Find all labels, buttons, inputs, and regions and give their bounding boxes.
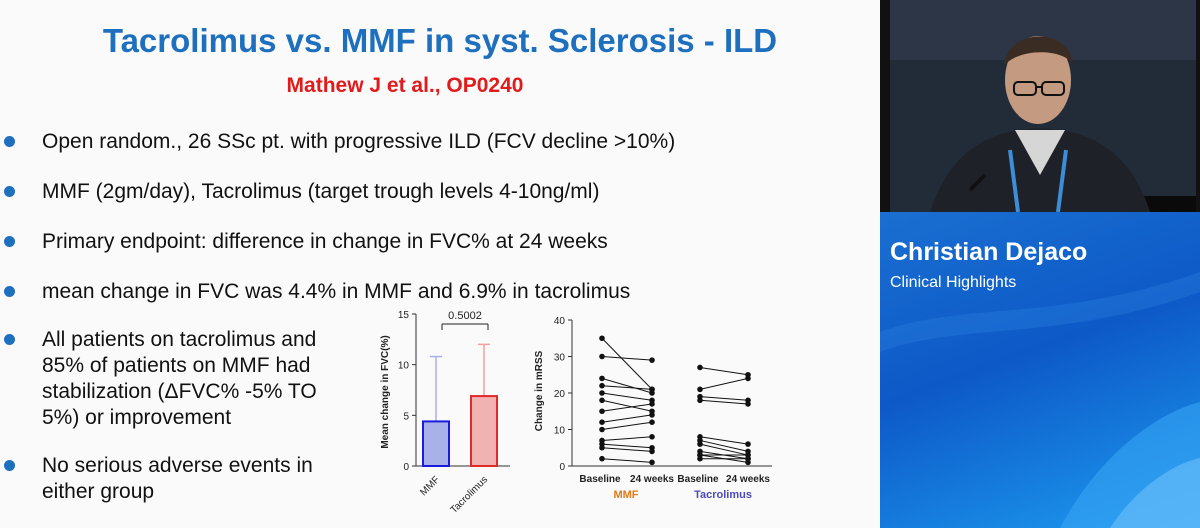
mmf-baseline-point [599,382,605,389]
tac-pair-line [699,443,749,456]
bullet-dot-icon [4,286,15,297]
mmf-pair-line [601,337,653,390]
speaker-role: Clinical Highlights [890,274,1017,291]
slide-subtitle: Mathew J et al., OP0240 [286,74,524,97]
bar-tacrolimus [470,395,498,467]
bar-y-tick-label: 0 [403,462,409,473]
mmf-baseline-point [599,353,605,360]
speaker-panel: Christian Dejaco Clinical Highlights [880,0,1200,528]
bullet-6-line-1: No serious adverse events in [42,454,313,477]
mmf-24w-point [649,434,655,440]
mmf-pair-line [601,399,653,412]
mmf-pair-line [601,447,653,452]
mmf-24w-point [649,448,655,455]
tac-pair-line [699,366,749,376]
tac-pair-line [699,377,749,390]
speaker-banner [880,212,1200,528]
tac-pair-line [699,439,749,452]
bar-y-tick-label: 15 [398,310,410,321]
mmf-baseline-point [599,444,605,451]
tac-24w-point [745,375,751,382]
mmf-baseline-point [599,426,605,433]
banner-decoration [880,272,1200,528]
mmf-pair-line [601,392,653,401]
mmf-24w-point [649,459,655,466]
x-label-tac-24weeks: 24 weeks [726,474,770,485]
tac-pair-line [699,399,749,405]
slide: Tacrolimus vs. MMF in syst. Sclerosis - … [0,0,880,528]
mmf-baseline-point [599,408,605,415]
bar-y-tick-label: 5 [403,411,409,422]
tac-baseline-point [697,441,703,447]
bullet-dot-icon [4,236,15,247]
mmf-baseline-point [599,335,605,342]
mmf-baseline-point [599,397,605,404]
bullet-3-text: Primary endpoint: difference in change i… [42,230,608,253]
tac-pair-line [699,436,749,445]
tac-24w-point [745,455,751,462]
mmf-baseline-point [599,455,605,462]
slide-title: Tacrolimus vs. MMF in syst. Sclerosis - … [102,22,778,59]
bullet-4-text: mean change in FVC was 4.4% in MMF and 6… [42,280,631,303]
speaker-video-frame [890,0,1196,212]
bullet-5-line-1: All patients on tacrolimus and [42,328,317,351]
mmf-pair-line [601,356,653,361]
tac-baseline-point [697,455,703,462]
bullet-dot-icon [4,334,15,345]
mmf-24w-point [649,419,655,425]
mmf-pair-line [601,414,653,423]
mmf-pair-line [601,385,653,390]
mmf-pair-line [601,436,653,441]
bullet-5-line-2: 85% of patients on MMF had [42,354,311,377]
tac-24w-point [745,401,751,407]
mmf-pair-line [601,403,653,412]
x-label-mmf-baseline: Baseline [579,474,621,485]
mmf-baseline-point [599,419,605,425]
speaker-name: Christian Dejaco [890,238,1088,266]
bar-category-tacrolimus: Tacrolimus [449,474,491,516]
group-label-mmf: MMF [613,489,638,501]
mrss-paired-chart: Change in mRSS 0 10 20 30 40 Baseline 24 wee… [534,316,772,501]
mmf-pair-line [601,377,653,394]
pair-chart-ylabel: Change in mRSS [534,350,545,431]
bullet-6-line-2: either group [42,480,155,503]
group-label-tacrolimus: Tacrolimus [694,489,752,501]
mmf-24w-point [649,401,655,407]
bullet-5-line-3: stabilization (ΔFVC% -5% TO [42,380,317,403]
mmf-24w-point [649,386,655,393]
pair-y-tick-label: 40 [554,316,566,327]
mmf-pair-line [601,458,653,463]
bullet-dot-icon [4,460,15,471]
x-label-tac-baseline: Baseline [677,474,719,485]
mmf-24w-point [649,357,655,363]
bullet-dot-icon [4,136,15,147]
pair-y-tick-label: 0 [559,462,565,473]
tac-baseline-point [697,386,703,393]
pair-y-tick-label: 30 [554,353,566,364]
bullet-2-text: MMF (2gm/day), Tacrolimus (target trough… [42,180,600,203]
bullet-dot-icon [4,186,15,197]
mmf-pair-line [601,421,653,430]
pair-y-tick-label: 20 [554,389,566,400]
tac-pair-line [699,396,749,401]
bar-y-tick-label: 10 [398,361,410,372]
p-value-annotation: 0.5002 [448,310,482,322]
x-label-mmf-24weeks: 24 weeks [630,474,674,485]
mmf-baseline-point [599,375,605,382]
bullet-1-text: Open random., 26 SSc pt. with progressiv… [42,130,676,153]
speaker-video [890,0,1196,212]
tac-baseline-point [697,364,703,371]
bullet-5-line-4: 5%) or improvement [42,406,232,429]
bar-mmf [422,420,450,467]
tac-baseline-point [697,397,703,404]
pair-y-tick-label: 10 [554,426,566,437]
tac-24w-point [745,441,751,447]
mmf-baseline-point [599,390,605,396]
bar-chart-ylabel: Mean change in FVC(%) [380,335,391,448]
bar-category-mmf: MMF [418,474,442,498]
mmf-pair-line [601,443,653,449]
mmf-24w-point [649,412,655,418]
